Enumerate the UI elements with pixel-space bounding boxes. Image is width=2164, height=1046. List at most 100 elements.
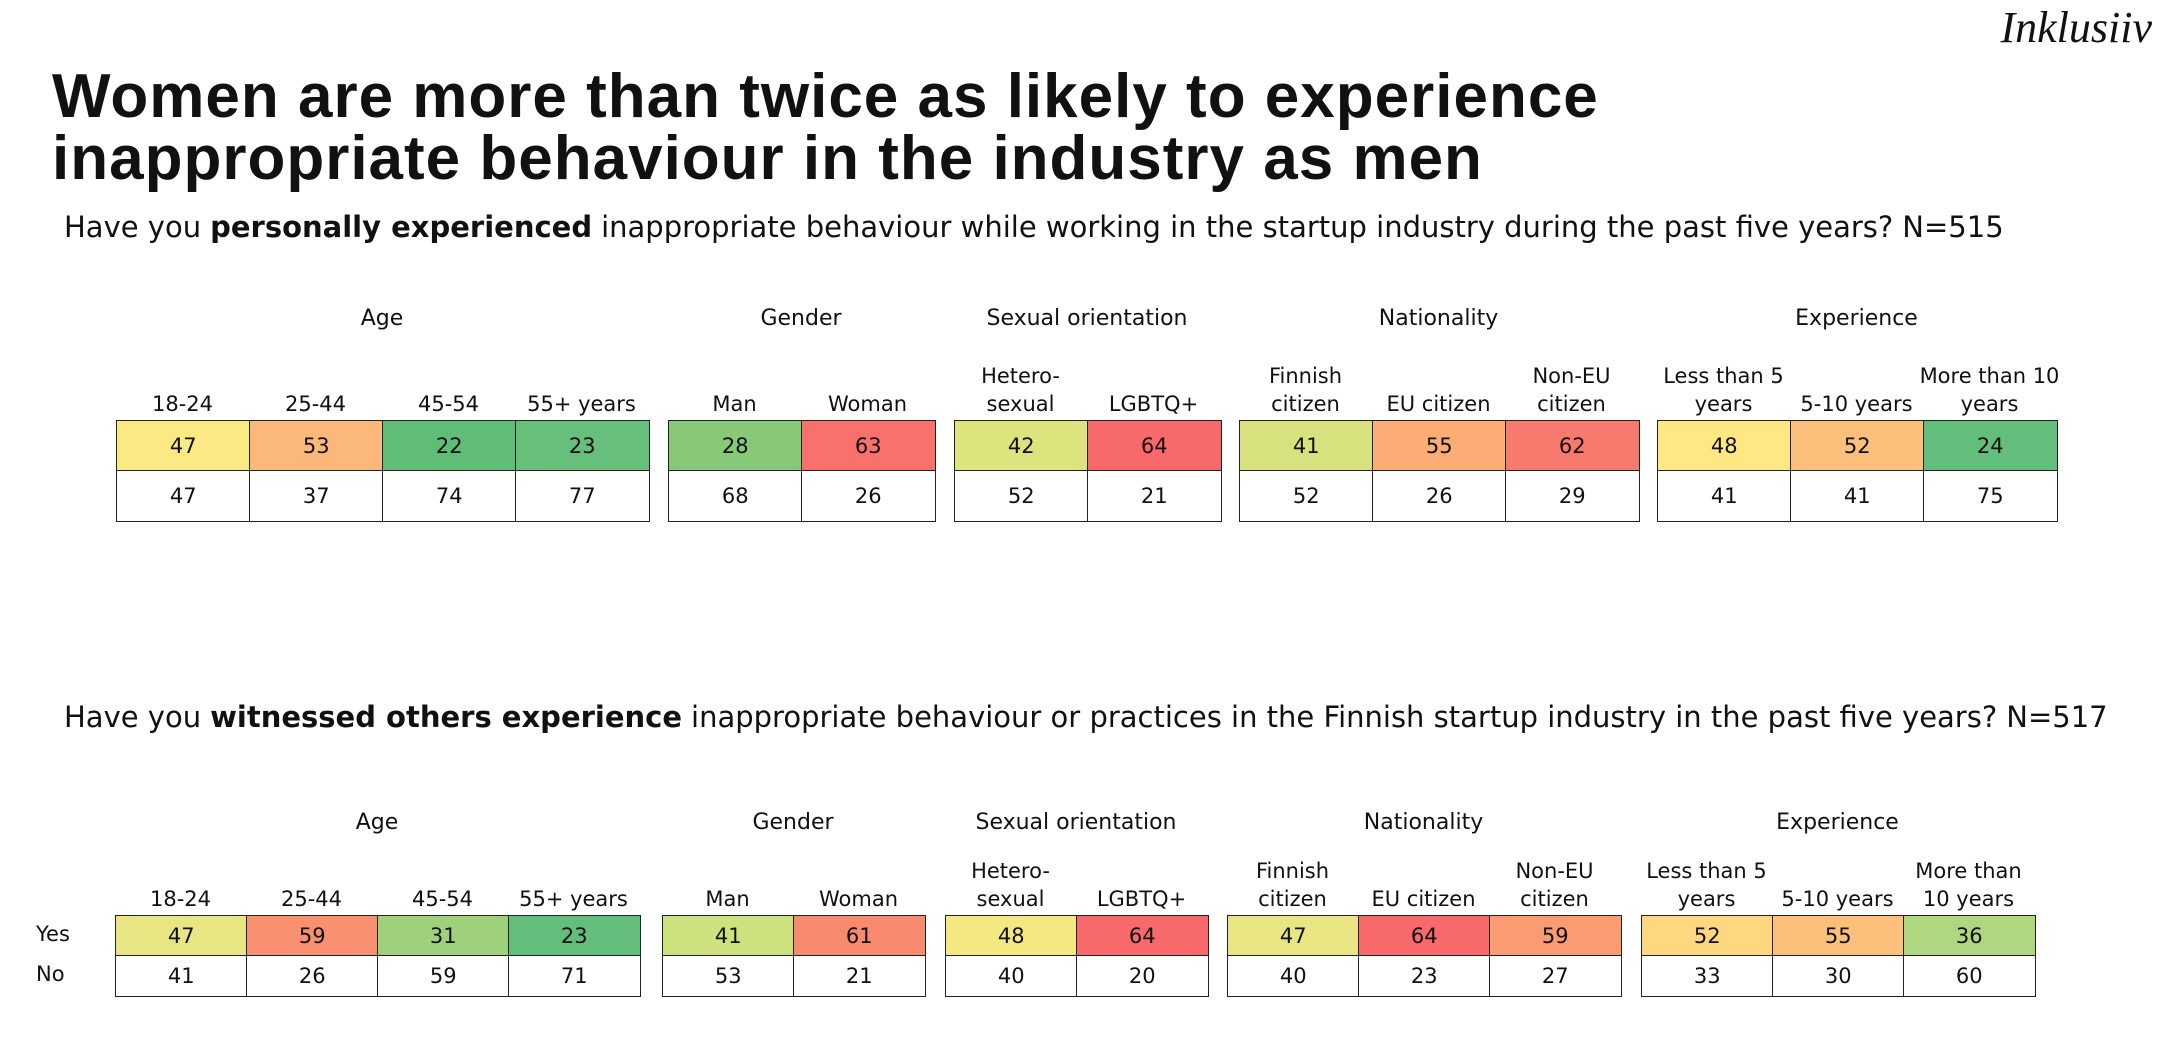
column-label: 45-54 bbox=[417, 392, 480, 416]
no-cell: 71 bbox=[508, 955, 641, 997]
yes-cell: 64 bbox=[1087, 420, 1222, 472]
row-label: Yes bbox=[36, 922, 70, 946]
yes-cell: 48 bbox=[945, 915, 1078, 957]
column-label: LGBTQ+ bbox=[1108, 392, 1199, 416]
yes-cell: 42 bbox=[954, 420, 1089, 472]
no-cell: 68 bbox=[668, 470, 803, 522]
no-cell: 52 bbox=[954, 470, 1089, 522]
group-label: Gender bbox=[752, 810, 834, 835]
no-cell: 59 bbox=[377, 955, 510, 997]
no-cell: 41 bbox=[1790, 470, 1925, 522]
no-cell: 60 bbox=[1903, 955, 2036, 997]
column-label: 45-54 bbox=[411, 887, 474, 911]
yes-cell: 31 bbox=[377, 915, 510, 957]
yes-cell: 55 bbox=[1772, 915, 1905, 957]
group-label: Nationality bbox=[1378, 306, 1499, 331]
row-label: No bbox=[36, 962, 65, 986]
no-cell: 41 bbox=[1657, 470, 1792, 522]
column-label: 5-10 years bbox=[1800, 392, 1913, 416]
title: Women are more than twice as likely to e… bbox=[52, 62, 1599, 193]
yes-cell: 47 bbox=[1227, 915, 1360, 957]
column-label: EU citizen bbox=[1371, 887, 1476, 911]
no-cell: 23 bbox=[1358, 955, 1491, 997]
group-label: Gender bbox=[760, 306, 842, 331]
yes-cell: 47 bbox=[115, 915, 248, 957]
yes-cell: 24 bbox=[1923, 420, 2058, 472]
no-cell: 29 bbox=[1505, 470, 1640, 522]
yes-cell: 55 bbox=[1372, 420, 1507, 472]
no-cell: 75 bbox=[1923, 470, 2058, 522]
no-cell: 47 bbox=[116, 470, 251, 522]
group-label: Experience bbox=[1776, 810, 1899, 835]
sample-size: N=517 bbox=[2006, 700, 2108, 734]
no-cell: 33 bbox=[1641, 955, 1774, 997]
column-label: Non-EU citizen bbox=[1532, 364, 1611, 416]
no-cell: 74 bbox=[382, 470, 517, 522]
no-cell: 21 bbox=[793, 955, 926, 997]
no-cell: 53 bbox=[662, 955, 795, 997]
question-text: Have you bbox=[64, 210, 202, 244]
column-label: EU citizen bbox=[1386, 392, 1491, 416]
question: Have you personally experienced inappropri… bbox=[64, 210, 2013, 244]
no-cell: 30 bbox=[1772, 955, 1905, 997]
column-label: Finnish citizen bbox=[1255, 859, 1330, 911]
yes-cell: 59 bbox=[246, 915, 379, 957]
column-label: Woman bbox=[818, 887, 899, 911]
column-label: 18-24 bbox=[149, 887, 212, 911]
column-label: Hetero-sexual bbox=[981, 364, 1060, 416]
yes-cell: 52 bbox=[1641, 915, 1774, 957]
column-label: Less than 5 years bbox=[1646, 859, 1767, 911]
group-label: Experience bbox=[1795, 306, 1918, 331]
sample-size: N=515 bbox=[1902, 210, 2004, 244]
no-cell: 20 bbox=[1076, 955, 1209, 997]
column-label: Man bbox=[705, 887, 750, 911]
no-cell: 26 bbox=[801, 470, 936, 522]
yes-cell: 62 bbox=[1505, 420, 1640, 472]
group-label: Age bbox=[355, 810, 399, 835]
question-text: Have you bbox=[64, 700, 202, 734]
brand: Inklusiiv bbox=[2000, 3, 2152, 52]
yes-cell: 48 bbox=[1657, 420, 1792, 472]
column-label: 18-24 bbox=[151, 392, 214, 416]
no-cell: 41 bbox=[115, 955, 248, 997]
yes-cell: 47 bbox=[116, 420, 251, 472]
group-label: Nationality bbox=[1363, 810, 1484, 835]
no-cell: 37 bbox=[249, 470, 384, 522]
no-cell: 40 bbox=[945, 955, 1078, 997]
column-label: More than 10 years bbox=[1919, 364, 2060, 416]
yes-cell: 41 bbox=[662, 915, 795, 957]
question-emphasis: witnessed others experience bbox=[210, 700, 683, 734]
column-label: More than 10 years bbox=[1915, 859, 2022, 911]
yes-cell: 36 bbox=[1903, 915, 2036, 957]
column-label: 55+ years bbox=[519, 887, 628, 911]
yes-cell: 53 bbox=[249, 420, 384, 472]
column-label: 5-10 years bbox=[1781, 887, 1894, 911]
yes-cell: 52 bbox=[1790, 420, 1925, 472]
column-label: Finnish citizen bbox=[1268, 364, 1343, 416]
question-emphasis: personally experienced bbox=[210, 210, 593, 244]
question: Have you witnessed others experience inapp… bbox=[64, 700, 2117, 734]
group-label: Age bbox=[360, 306, 404, 331]
column-label: 25-44 bbox=[284, 392, 347, 416]
column-label: Man bbox=[712, 392, 757, 416]
column-label: Less than 5 years bbox=[1663, 364, 1784, 416]
column-label: Woman bbox=[827, 392, 908, 416]
column-label: Hetero-sexual bbox=[971, 859, 1050, 911]
column-label: LGBTQ+ bbox=[1096, 887, 1187, 911]
question-text: inappropriate behaviour or practices in … bbox=[691, 700, 1998, 734]
yes-cell: 22 bbox=[382, 420, 517, 472]
yes-cell: 64 bbox=[1358, 915, 1491, 957]
yes-cell: 23 bbox=[515, 420, 650, 472]
no-cell: 26 bbox=[246, 955, 379, 997]
yes-cell: 64 bbox=[1076, 915, 1209, 957]
yes-cell: 23 bbox=[508, 915, 641, 957]
no-cell: 77 bbox=[515, 470, 650, 522]
column-label: 55+ years bbox=[527, 392, 636, 416]
column-label: 25-44 bbox=[280, 887, 343, 911]
yes-cell: 61 bbox=[793, 915, 926, 957]
no-cell: 21 bbox=[1087, 470, 1222, 522]
column-label: Non-EU citizen bbox=[1515, 859, 1594, 911]
question-text: inappropriate behaviour while working in… bbox=[601, 210, 1894, 244]
no-cell: 40 bbox=[1227, 955, 1360, 997]
